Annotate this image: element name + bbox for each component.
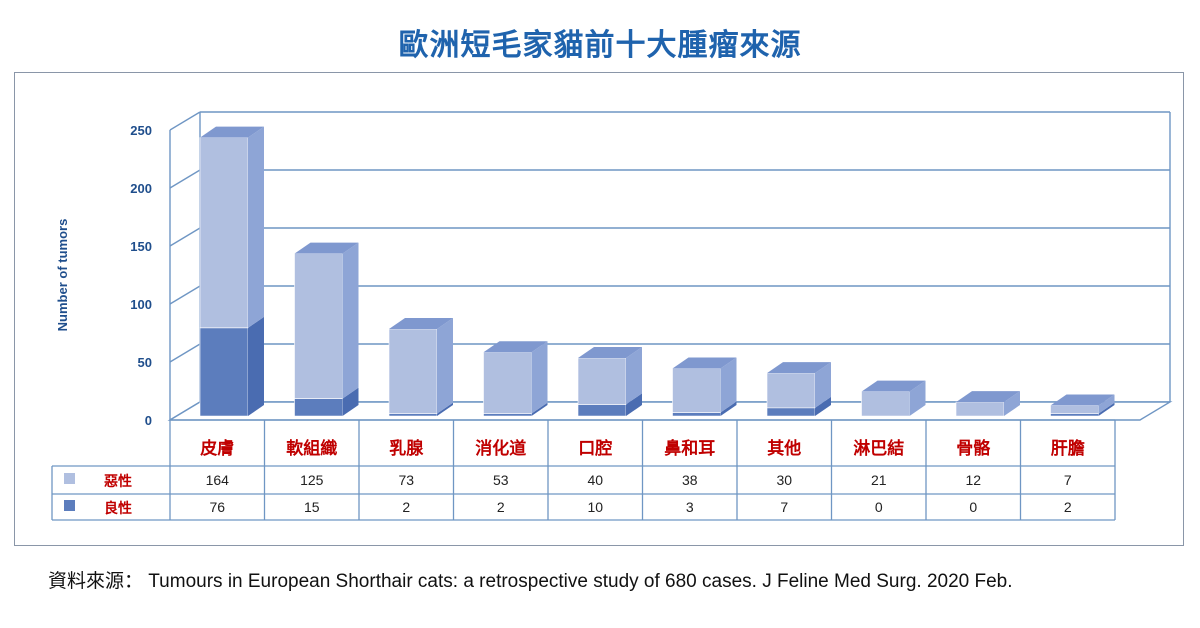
bar-malignant-top (956, 391, 1020, 403)
gridline-diagonal (169, 285, 201, 305)
gridline-diagonal (169, 111, 201, 131)
bar-malignant-top (767, 362, 831, 374)
bar-benign-front (766, 407, 816, 417)
table-value: 164 (206, 472, 230, 488)
table-value: 53 (493, 472, 509, 488)
bar-benign-side (342, 387, 359, 416)
table-value: 76 (209, 499, 225, 515)
bar-malignant-side (1004, 391, 1020, 416)
bar-malignant-front (766, 372, 816, 409)
bar-malignant-front (483, 351, 532, 414)
y-tick-label: 100 (130, 297, 152, 312)
table-value: 0 (969, 499, 977, 515)
y-tick-label: 50 (138, 355, 152, 370)
bar-benign-front (483, 413, 532, 417)
bar-benign-front (294, 398, 343, 417)
y-axis-label: Number of tumors (55, 219, 70, 332)
bar-benign-front (672, 412, 721, 417)
table-value: 3 (686, 499, 694, 515)
bar-malignant-top (483, 341, 548, 353)
table-value: 10 (587, 499, 603, 515)
table-value: 2 (1064, 499, 1072, 515)
bar-benign-front (199, 327, 249, 417)
bar-benign-side (437, 402, 453, 416)
category-label: 消化道 (475, 438, 526, 459)
bar-malignant-side (626, 347, 642, 405)
legend-swatch (64, 473, 75, 484)
category-label: 肝膽 (1051, 438, 1085, 459)
category-label: 淋巴結 (853, 438, 904, 459)
bar-benign-front (1050, 413, 1099, 417)
table-value: 15 (304, 499, 320, 515)
bar-malignant-side (1098, 394, 1115, 414)
category-label: 皮膚 (200, 438, 234, 459)
table-value: 30 (776, 472, 792, 488)
table-value: 38 (682, 472, 698, 488)
bar-malignant-front (672, 368, 721, 413)
bar-malignant-side (342, 242, 359, 399)
legend-label: 惡性 (104, 473, 132, 490)
gridline-diagonal (169, 169, 201, 189)
table-value: 21 (871, 472, 887, 488)
category-label: 口腔 (578, 438, 612, 459)
bar-benign-side (626, 393, 642, 416)
bar-benign-side (1098, 402, 1115, 416)
bar-malignant-top (578, 347, 642, 358)
bar-malignant-side (531, 341, 548, 414)
table-value: 7 (1064, 472, 1072, 488)
bar-malignant-top (389, 318, 453, 329)
bar-malignant-top (200, 126, 264, 138)
table-value: 73 (398, 472, 414, 488)
bar-benign-side (531, 402, 548, 416)
bar-malignant-side (720, 357, 737, 413)
bar-malignant-side (437, 318, 453, 414)
table-value: 0 (875, 499, 883, 515)
category-label: 其他 (767, 438, 801, 459)
bar-malignant-top (672, 357, 737, 369)
category-label: 乳腺 (389, 438, 424, 459)
category-label: 軟組織 (286, 438, 337, 459)
category-label: 鼻和耳 (664, 438, 715, 459)
bar-benign-side (720, 401, 737, 416)
bar-malignant-top (861, 380, 926, 392)
bar-benign-front (577, 404, 627, 417)
bar-malignant-front (955, 401, 1005, 417)
category-label: 骨骼 (956, 438, 991, 459)
bar-malignant-front (388, 328, 438, 414)
table-value: 125 (300, 472, 324, 488)
chart-title: 歐洲短毛家貓前十大腫瘤來源 (398, 28, 802, 63)
bar-malignant-front (577, 357, 627, 405)
gridline-diagonal (169, 227, 201, 247)
bar-benign-front (388, 413, 438, 417)
table-value: 2 (497, 499, 505, 515)
bar-benign-side (815, 396, 831, 416)
bar-malignant-front (199, 137, 249, 329)
y-tick-label: 200 (130, 181, 152, 196)
table-value: 7 (780, 499, 788, 515)
bar-benign-side (248, 316, 264, 416)
legend-label: 良性 (104, 500, 132, 517)
table-value: 40 (587, 472, 603, 488)
bar-malignant-front (1050, 405, 1099, 414)
bar-malignant-top (294, 242, 359, 254)
gridline-diagonal (169, 343, 201, 363)
bar-malignant-front (861, 391, 910, 417)
source-citation: 資料來源： Tumours in European Shorthair cats… (48, 571, 1013, 592)
y-tick-label: 250 (130, 123, 152, 138)
legend-swatch (64, 500, 75, 511)
y-tick-label: 0 (145, 413, 152, 428)
bar-malignant-side (815, 362, 831, 408)
bar-malignant-side (909, 380, 926, 416)
table-value: 2 (402, 499, 410, 515)
bar-malignant-front (294, 253, 343, 399)
bar-malignant-top (1050, 394, 1115, 406)
y-tick-label: 150 (130, 239, 152, 254)
bar-malignant-side (248, 126, 264, 328)
table-value: 12 (965, 472, 981, 488)
